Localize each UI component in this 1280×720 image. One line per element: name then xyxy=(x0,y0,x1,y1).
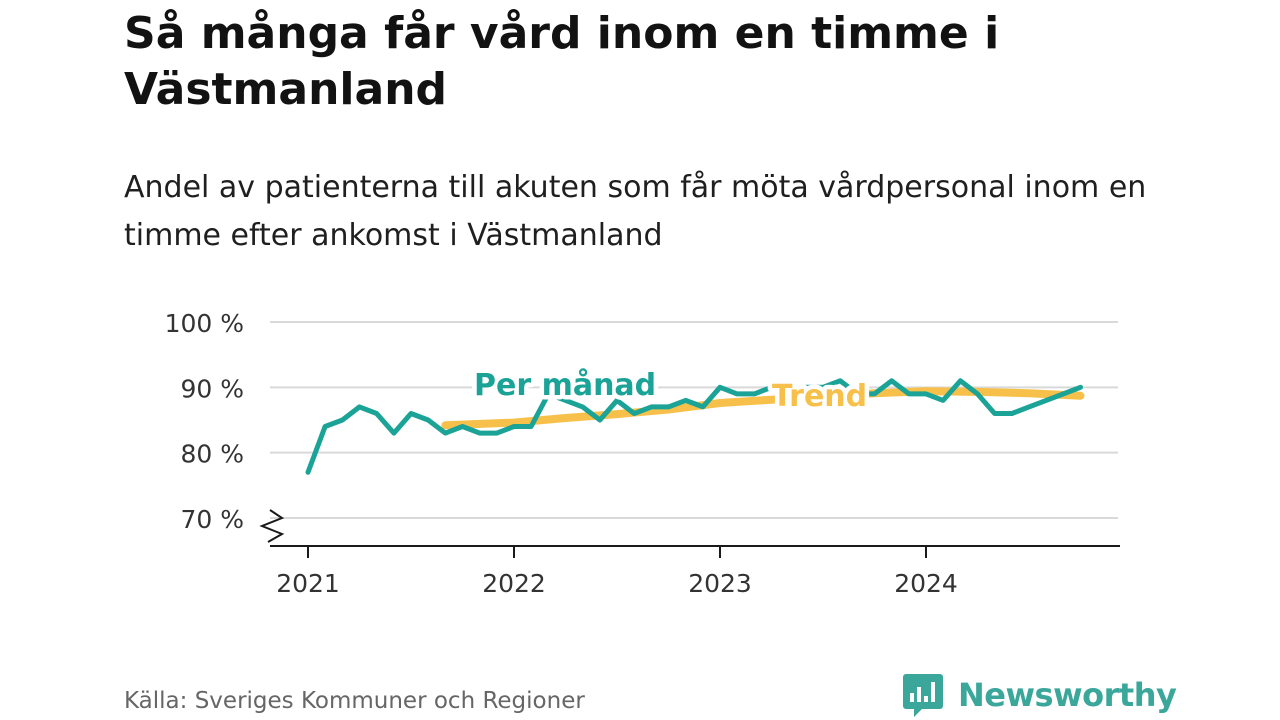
series-label-trend: Trend xyxy=(772,379,867,414)
series-label-monthly: Per månad xyxy=(474,367,656,403)
x-tick-label: 2023 xyxy=(688,569,752,598)
x-tick-label: 2021 xyxy=(276,569,340,598)
y-tick-label: 90 % xyxy=(180,374,244,403)
axis-break-icon xyxy=(259,509,285,543)
chart-title: Så många får vård inom en timme i Västma… xyxy=(124,8,1000,115)
brand-name: Newsworthy xyxy=(958,676,1177,714)
x-tick-label: 2024 xyxy=(894,569,958,598)
y-tick-label: 70 % xyxy=(180,505,244,534)
x-tick-label: 2022 xyxy=(482,569,546,598)
y-tick-label: 100 % xyxy=(165,309,244,338)
chart-subtitle: Andel av patienterna till akuten som får… xyxy=(124,170,1147,253)
brand: Newsworthy xyxy=(902,670,1177,720)
source-note: Källa: Sveriges Kommuner och Regioner xyxy=(124,688,585,714)
newsworthy-logo-icon xyxy=(903,674,943,717)
monthly-line xyxy=(305,378,1083,475)
y-tick-label: 80 % xyxy=(180,440,244,469)
